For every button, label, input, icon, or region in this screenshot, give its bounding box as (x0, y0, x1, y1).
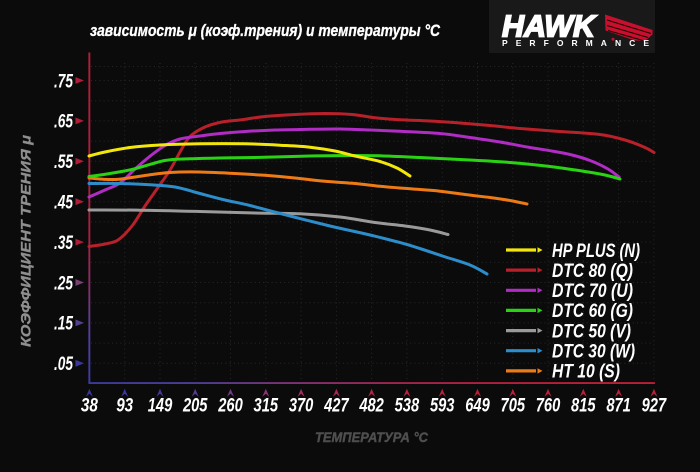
svg-text:DTC 70 (U): DTC 70 (U) (552, 281, 633, 302)
svg-text:871: 871 (606, 396, 631, 417)
svg-text:HT 10 (S): HT 10 (S) (552, 362, 620, 383)
svg-text:DTC 80 (Q): DTC 80 (Q) (552, 261, 633, 282)
svg-text:760: 760 (536, 396, 561, 417)
svg-text:815: 815 (571, 396, 596, 417)
svg-text:593: 593 (430, 396, 455, 417)
svg-text:649: 649 (465, 396, 490, 417)
svg-text:315: 315 (254, 396, 279, 417)
svg-text:.55: .55 (54, 152, 73, 173)
svg-text:.15: .15 (54, 314, 73, 335)
svg-text:.35: .35 (54, 233, 73, 254)
svg-text:PERFORMANCE: PERFORMANCE (502, 38, 654, 48)
svg-text:DTC 30 (W): DTC 30 (W) (552, 342, 635, 363)
svg-text:482: 482 (359, 396, 385, 417)
svg-text:DTC 50 (V): DTC 50 (V) (552, 321, 631, 342)
svg-text:205: 205 (182, 396, 208, 417)
svg-text:.65: .65 (54, 112, 73, 133)
svg-text:260: 260 (217, 396, 243, 417)
svg-text:538: 538 (395, 396, 420, 417)
svg-text:HAWK: HAWK (502, 9, 597, 43)
svg-text:.05: .05 (54, 354, 73, 375)
svg-text:927: 927 (642, 396, 668, 417)
svg-text:93: 93 (116, 396, 133, 417)
svg-text:705: 705 (501, 396, 526, 417)
svg-text:427: 427 (323, 396, 349, 417)
svg-text:КОЭФФИЦИЕНТ ТРЕНИЯ μ: КОЭФФИЦИЕНТ ТРЕНИЯ μ (18, 134, 34, 347)
svg-text:149: 149 (148, 396, 173, 417)
svg-text:.45: .45 (54, 193, 73, 214)
svg-text:.75: .75 (54, 71, 73, 92)
svg-text:HP PLUS (N): HP PLUS (N) (552, 241, 640, 262)
svg-text:DTC 60 (G): DTC 60 (G) (552, 301, 633, 322)
svg-text:ТЕМПЕРАТУРА °C: ТЕМПЕРАТУРА °C (315, 429, 429, 445)
svg-text:зависимость μ (коэф.трения) и: зависимость μ (коэф.трения) и температур… (90, 21, 441, 40)
svg-text:38: 38 (81, 396, 98, 417)
svg-text:370: 370 (289, 396, 314, 417)
svg-text:.25: .25 (54, 273, 73, 294)
